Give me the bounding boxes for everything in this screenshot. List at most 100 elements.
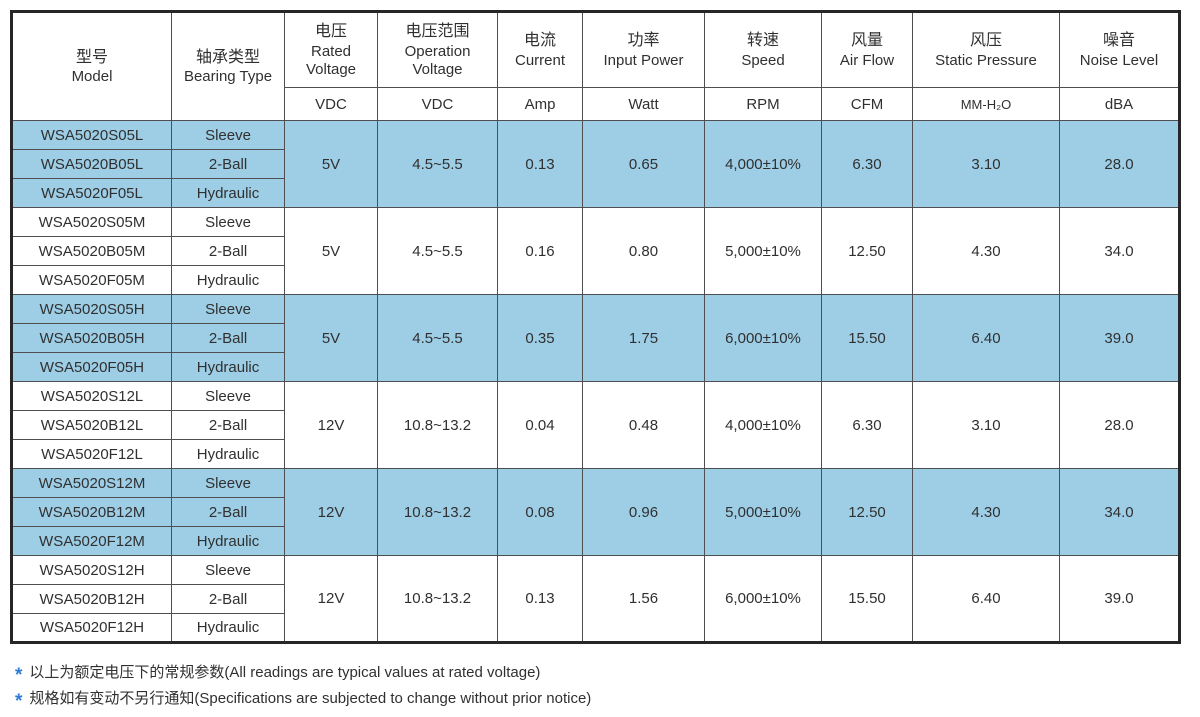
model-cell: WSA5020B12L (11, 410, 172, 440)
spec-row: WSA5020S05H Sleeve 5V 4.5~5.5 0.35 1.75 6,000±… (11, 294, 1180, 382)
bearing-cell: Hydraulic (171, 352, 285, 382)
col-header-model: 型号 Model (11, 11, 172, 121)
operation-voltage-cell: 4.5~5.5 (377, 294, 498, 382)
air-flow-cell: 15.50 (821, 555, 913, 643)
rated-voltage-cell: 12V (284, 381, 378, 469)
unit-air-flow: CFM (821, 87, 913, 121)
model-cell: WSA5020S05M (11, 207, 172, 237)
footnote-text: 以上为额定电压下的常规参数(All readings are typical v… (29, 664, 541, 681)
spec-row: WSA5020F05M Hydraulic (11, 265, 1180, 295)
unit-static-pressure: MM-H₂O (912, 87, 1060, 121)
col-title-zh: 风量 (850, 32, 883, 50)
static-pressure-cell: 4.30 (912, 207, 1060, 295)
current-cell: 0.04 (497, 381, 583, 469)
col-title-zh: 电流 (523, 32, 556, 50)
speed-cell: 6,000±10% (704, 555, 822, 643)
bearing-cell: Sleeve (171, 120, 285, 150)
col-header-bearing-type: 轴承类型 Bearing Type (171, 11, 285, 121)
model-cell: WSA5020S12H (11, 555, 172, 585)
col-header-input-power: 功率 Input Power (582, 11, 705, 88)
spec-row: WSA5020F12M Hydraulic (11, 526, 1180, 556)
speed-cell: 6,000±10% (704, 294, 822, 382)
model-cell: WSA5020F12M (11, 526, 172, 556)
noise-level-cell: 34.0 (1059, 207, 1180, 295)
bearing-cell: Sleeve (171, 381, 285, 411)
bearing-cell: Hydraulic (171, 526, 285, 556)
spec-row: WSA5020S12M Sleeve 12V 10.8~13.2 0.08 0.96 5,0… (11, 468, 1180, 556)
col-title-zh: 转速 (746, 32, 779, 50)
unit-speed: RPM (704, 87, 822, 121)
noise-level-cell: 28.0 (1059, 120, 1180, 208)
current-cell: 0.16 (497, 207, 583, 295)
header-row-units: VDC VDC Amp Watt RPM CFM MM-H₂O dBA (12, 87, 1180, 121)
bearing-cell: 2-Ball (171, 410, 285, 440)
bearing-cell: Hydraulic (171, 265, 285, 295)
model-cell: WSA5020F05L (11, 178, 172, 208)
unit-current: Amp (497, 87, 583, 121)
spec-row: WSA5020B05M 2-Ball (11, 236, 1180, 266)
spec-row: WSA5020F12H Hydraulic (11, 613, 1180, 643)
air-flow-cell: 6.30 (821, 381, 913, 469)
spec-table-header: 型号 Model 轴承类型 Bearing Type 电压 Rated Volt… (11, 11, 1180, 121)
col-title-zh: 轴承类型 (195, 48, 260, 66)
current-cell: 0.35 (497, 294, 583, 382)
input-power-cell: 0.96 (582, 468, 705, 556)
col-title-zh: 型号 (75, 48, 108, 66)
footnote-asterisk: * (15, 691, 23, 712)
col-title-en: Static Pressure (935, 51, 1037, 69)
speed-cell: 5,000±10% (704, 468, 822, 556)
static-pressure-cell: 6.40 (912, 555, 1060, 643)
speed-cell: 4,000±10% (704, 120, 822, 208)
operation-voltage-cell: 10.8~13.2 (377, 555, 498, 643)
rated-voltage-cell: 5V (284, 207, 378, 295)
col-title-en: Noise Level (1079, 51, 1159, 69)
col-header-noise-level: 噪音 Noise Level (1059, 11, 1180, 88)
bearing-cell: Sleeve (171, 207, 285, 237)
noise-level-cell: 39.0 (1059, 555, 1180, 643)
col-header-static-pressure: 风压 Static Pressure (912, 11, 1060, 88)
col-title-zh: 电压 (314, 23, 347, 41)
footnote: * 规格如有变动不另行通知(Specifications are subjecte… (10, 685, 1110, 712)
air-flow-cell: 12.50 (821, 468, 913, 556)
col-title-en: Air Flow (839, 51, 895, 69)
col-title-en: Operation Voltage (404, 42, 471, 78)
input-power-cell: 0.48 (582, 381, 705, 469)
col-title-en: Input Power (603, 51, 684, 69)
model-cell: WSA5020F12L (11, 439, 172, 469)
col-header-current: 电流 Current (497, 11, 583, 88)
input-power-cell: 1.75 (582, 294, 705, 382)
spec-row: WSA5020S12L Sleeve 12V 10.8~13.2 0.04 0.48 4,0… (11, 381, 1180, 469)
current-cell: 0.13 (497, 120, 583, 208)
unit-noise-level: dBA (1059, 87, 1180, 121)
col-header-speed: 转速 Speed (704, 11, 822, 88)
noise-level-cell: 39.0 (1059, 294, 1180, 382)
bearing-cell: Hydraulic (171, 439, 285, 469)
spec-row: WSA5020S12H Sleeve 12V 10.8~13.2 0.13 1.56 6,0… (11, 555, 1180, 643)
static-pressure-cell: 3.10 (912, 381, 1060, 469)
col-title-en: Bearing Type (183, 68, 273, 86)
bearing-cell: Hydraulic (171, 178, 285, 208)
footnote: * 以上为额定电压下的常规参数(All readings are typical … (10, 659, 1110, 686)
col-title-zh: 噪音 (1102, 32, 1135, 50)
input-power-cell: 1.56 (582, 555, 705, 643)
unit-operation-voltage: VDC (377, 87, 498, 121)
model-cell: WSA5020F05H (11, 352, 172, 382)
col-header-rated-voltage: 电压 Rated Voltage (284, 11, 378, 88)
bearing-cell: Sleeve (171, 468, 285, 498)
bearing-cell: Sleeve (171, 555, 285, 585)
spec-row: WSA5020B12M 2-Ball (11, 497, 1180, 527)
input-power-cell: 0.80 (582, 207, 705, 295)
model-cell: WSA5020F05M (11, 265, 172, 295)
spec-table-body: WSA5020S05L Sleeve 5V 4.5~5.5 0.13 0.65 4,000±… (11, 120, 1180, 643)
footnotes: * 以上为额定电压下的常规参数(All readings are typical … (10, 659, 1110, 712)
spec-table: 型号 Model 轴承类型 Bearing Type 电压 Rated Volt… (10, 10, 1181, 644)
noise-level-cell: 28.0 (1059, 381, 1180, 469)
spec-row: WSA5020F12L Hydraulic (11, 439, 1180, 469)
rated-voltage-cell: 12V (284, 468, 378, 556)
unit-input-power: Watt (582, 87, 705, 121)
static-pressure-cell: 3.10 (912, 120, 1060, 208)
header-row-titles: 型号 Model 轴承类型 Bearing Type 电压 Rated Volt… (11, 11, 1180, 121)
model-cell: WSA5020S12M (11, 468, 172, 498)
input-power-cell: 0.65 (582, 120, 705, 208)
